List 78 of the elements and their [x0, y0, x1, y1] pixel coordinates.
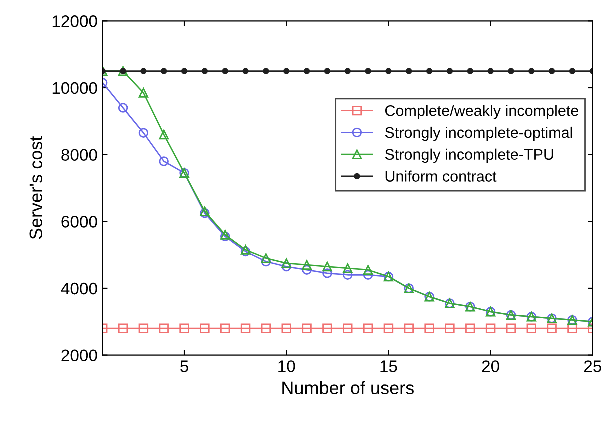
point	[302, 260, 312, 270]
y-tick-label: 2000	[62, 350, 98, 362]
point	[180, 324, 190, 334]
point	[324, 68, 331, 74]
point	[322, 324, 332, 334]
point	[343, 270, 353, 280]
x-tick-label: 25	[584, 360, 602, 372]
y-tick-label: 8000	[62, 149, 98, 162]
point	[322, 262, 332, 272]
legend-label: Complete/weakly incomplete	[385, 105, 578, 120]
point	[283, 68, 290, 74]
point	[486, 324, 496, 334]
point	[363, 324, 374, 334]
point	[138, 324, 149, 334]
point	[181, 68, 188, 74]
point	[202, 68, 208, 74]
point	[160, 68, 168, 74]
point	[426, 68, 433, 74]
point	[240, 324, 251, 334]
point	[343, 264, 353, 274]
point	[343, 324, 353, 334]
point	[467, 68, 474, 74]
point	[261, 254, 272, 264]
point	[200, 324, 210, 334]
point	[547, 324, 557, 334]
point	[508, 68, 514, 74]
point	[466, 324, 476, 334]
point	[138, 88, 149, 98]
legend-label: Strongly incomplete-TPU	[385, 148, 554, 164]
x-axis-title: Number of users	[282, 381, 414, 395]
point	[365, 68, 372, 74]
point	[424, 324, 434, 334]
point	[282, 258, 292, 268]
point	[302, 265, 312, 275]
y-tick-label: 12000	[52, 16, 98, 28]
x-tick-label: 10	[278, 360, 296, 372]
point	[282, 324, 292, 334]
point	[404, 324, 414, 334]
point	[384, 324, 394, 334]
y-axis-title: Server's cost	[30, 136, 43, 240]
x-tick-label: 5	[180, 360, 188, 372]
point	[446, 68, 454, 74]
legend-label: Uniform contract	[386, 170, 497, 182]
point	[159, 156, 169, 166]
point	[261, 256, 272, 267]
point	[159, 130, 169, 140]
point	[261, 324, 272, 334]
point	[302, 324, 312, 334]
point	[528, 68, 535, 74]
point	[263, 68, 270, 74]
point	[363, 270, 374, 280]
point	[304, 68, 310, 74]
point	[569, 68, 576, 74]
point	[506, 324, 516, 334]
y-tick-label: 4000	[61, 282, 98, 295]
point	[242, 68, 249, 74]
point	[386, 68, 392, 74]
point	[220, 324, 230, 334]
point	[406, 68, 412, 74]
x-tick-label: 15	[380, 360, 398, 372]
point	[488, 68, 494, 74]
point	[118, 324, 128, 334]
point	[344, 68, 351, 74]
point	[282, 262, 292, 272]
legend-label: Strongly incomplete-optimal	[385, 126, 572, 142]
y-tick-label: 6000	[62, 216, 98, 228]
x-tick-label: 20	[482, 360, 500, 372]
point	[159, 324, 169, 334]
y-tick-label: 10000	[52, 82, 98, 94]
point	[526, 324, 537, 334]
point	[140, 68, 147, 74]
point	[445, 324, 455, 334]
point	[363, 265, 374, 275]
point	[222, 68, 228, 74]
point	[138, 128, 149, 138]
point	[118, 103, 128, 113]
point	[322, 268, 332, 278]
point	[548, 68, 556, 74]
